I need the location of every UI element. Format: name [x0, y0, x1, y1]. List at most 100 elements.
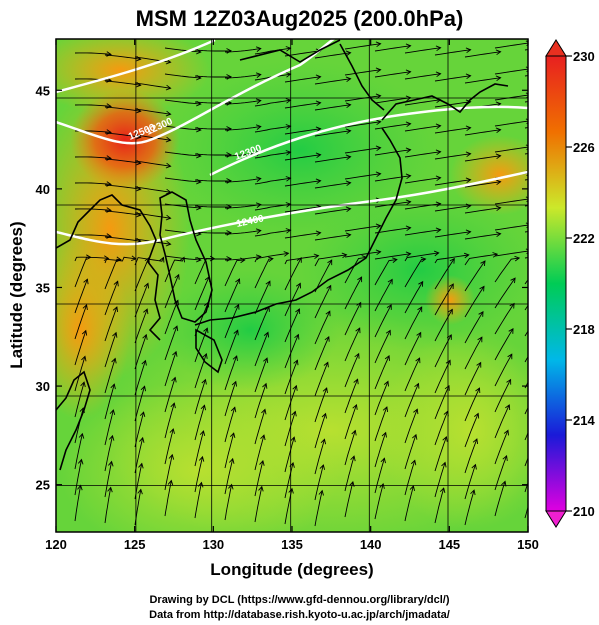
streamline — [254, 409, 266, 445]
streamline — [194, 379, 206, 415]
streamline — [314, 336, 330, 371]
streamline — [434, 258, 455, 290]
streamline — [374, 458, 385, 494]
streamline — [194, 153, 232, 156]
streamline — [254, 125, 291, 133]
streamline-arrow — [463, 252, 470, 259]
streamline — [374, 149, 411, 156]
streamline — [134, 186, 171, 193]
streamline — [434, 127, 471, 134]
streamline-arrow — [345, 206, 352, 213]
streamline — [494, 120, 528, 127]
streamline — [104, 258, 121, 290]
streamline — [434, 334, 452, 368]
streamline — [404, 409, 418, 444]
streamline-arrow — [345, 50, 352, 57]
streamline-arrow — [345, 154, 352, 161]
streamline-arrow — [234, 303, 240, 310]
streamline — [434, 231, 471, 238]
streamline-arrow — [465, 125, 472, 132]
streamline — [194, 258, 215, 285]
streamline — [404, 125, 441, 132]
streamline-arrow — [375, 145, 382, 152]
streamline-arrow — [201, 378, 207, 385]
streamline — [344, 121, 381, 128]
streamline — [404, 281, 424, 314]
streamline-arrow — [420, 256, 427, 263]
streamline — [464, 311, 484, 344]
streamline-arrow — [315, 126, 322, 133]
streamline-arrow — [351, 429, 357, 436]
streamline — [74, 433, 83, 470]
colorbar-tick-label: 214 — [573, 413, 595, 428]
x-tick-label: 125 — [124, 537, 146, 552]
streamline-arrow — [448, 283, 454, 290]
streamline — [404, 229, 441, 236]
streamline-arrow — [228, 483, 234, 490]
streamline — [104, 358, 116, 394]
streamline-arrow — [383, 380, 389, 387]
streamline — [404, 252, 439, 262]
streamline-arrow — [540, 306, 545, 311]
streamline — [104, 132, 141, 138]
streamline-arrow — [414, 382, 420, 389]
streamline — [254, 357, 268, 393]
streamline-arrow — [345, 102, 352, 109]
streamline-arrow — [320, 438, 327, 445]
streamline — [164, 454, 173, 491]
streamline — [434, 487, 445, 524]
streamline-arrow — [375, 41, 382, 48]
streamline — [374, 279, 393, 312]
streamline — [194, 231, 232, 234]
streamline-arrow — [382, 406, 389, 413]
streamline — [494, 277, 516, 309]
streamline-arrow — [537, 382, 541, 387]
streamline-arrow — [492, 252, 499, 258]
streamline — [254, 460, 264, 497]
streamline-arrow — [255, 124, 262, 130]
streamline-arrow — [258, 485, 264, 492]
x-axis: 120 125 130 135 140 145 150 — [45, 39, 539, 552]
streamline — [224, 259, 245, 287]
streamline — [194, 205, 232, 208]
streamline-arrow — [435, 201, 442, 208]
streamline — [494, 328, 514, 361]
streamline-arrow — [315, 230, 322, 237]
streamline — [194, 456, 203, 493]
streamline-arrow — [83, 278, 89, 285]
streamline-arrow — [341, 252, 348, 259]
streamline-arrow — [357, 276, 363, 283]
streamline-arrow — [472, 438, 479, 445]
streamline-arrow — [226, 74, 232, 80]
streamline-arrow — [321, 412, 327, 419]
streamline — [104, 281, 119, 316]
streamline-arrow — [292, 384, 298, 391]
streamline — [374, 304, 392, 338]
streamline — [464, 233, 501, 240]
streamline-arrow — [495, 75, 502, 82]
streamline-arrow — [170, 402, 176, 409]
streamline-arrow — [172, 350, 178, 357]
streamline — [434, 49, 471, 56]
streamline-arrow — [268, 256, 274, 262]
streamline-arrow — [226, 178, 232, 184]
streamline — [224, 330, 239, 365]
streamline-arrow — [255, 176, 262, 182]
streamline-arrow — [345, 76, 352, 83]
streamline — [434, 385, 450, 420]
streamline — [464, 336, 483, 370]
credit-drawing: Drawing by DCL (https://www.gfd-dennou.o… — [149, 594, 450, 606]
streamline-arrow — [262, 382, 268, 389]
streamline — [224, 458, 234, 495]
streamline-arrow — [532, 484, 537, 489]
streamline — [464, 155, 501, 162]
streamline-arrow — [226, 256, 232, 262]
streamline-arrow — [108, 460, 114, 467]
y-tick-label: 30 — [36, 379, 50, 394]
streamline-arrow — [495, 179, 502, 186]
streamline-arrow — [503, 429, 509, 436]
streamline — [464, 286, 485, 318]
streamline — [284, 411, 296, 447]
streamline-arrow — [352, 404, 358, 410]
